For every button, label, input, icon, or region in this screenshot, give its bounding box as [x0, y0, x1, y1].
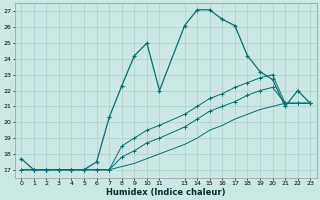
X-axis label: Humidex (Indice chaleur): Humidex (Indice chaleur): [106, 188, 226, 197]
